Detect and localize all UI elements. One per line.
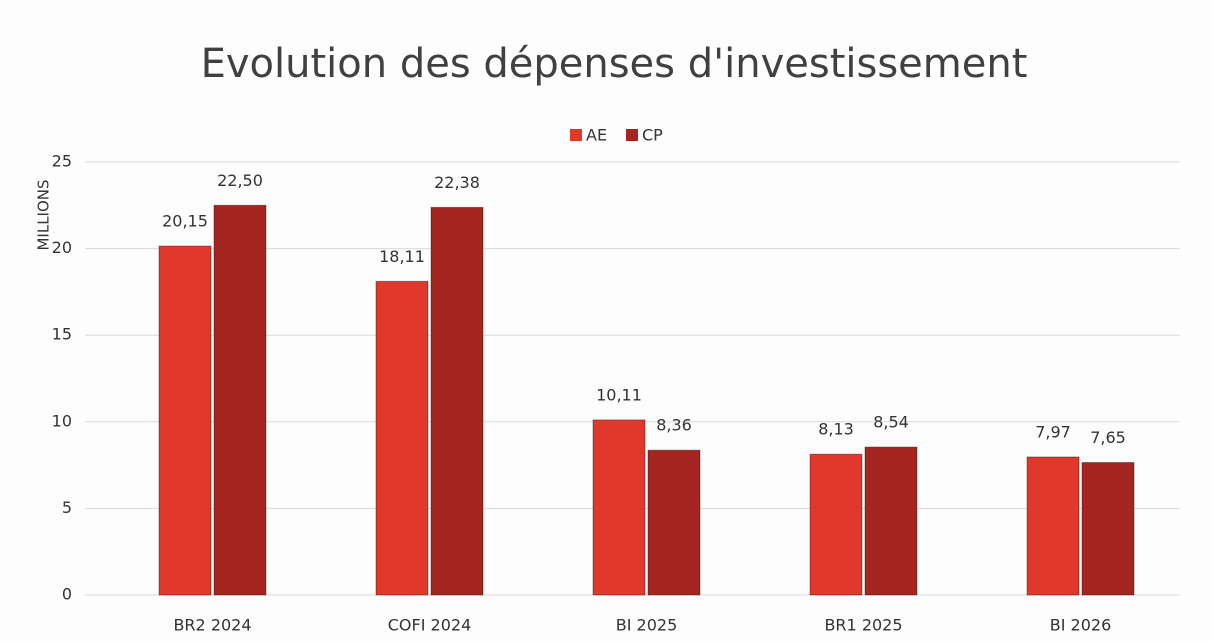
- y-tick-label: 20: [52, 238, 72, 257]
- y-tick-label: 25: [52, 152, 72, 171]
- legend-swatch: [570, 129, 582, 141]
- value-label: 18,11: [379, 247, 425, 266]
- bar: [430, 206, 484, 596]
- x-tick-label: BR2 2024: [173, 616, 251, 635]
- bar: [375, 280, 429, 596]
- x-tick-label: BI 2025: [616, 616, 678, 635]
- y-tick-label: 15: [52, 325, 72, 344]
- bar: [1081, 462, 1135, 596]
- bar: [213, 204, 267, 596]
- chart-title: Evolution des dépenses d'investissement: [201, 41, 1028, 87]
- value-label: 22,38: [434, 173, 480, 192]
- y-tick-label: 0: [62, 585, 72, 604]
- y-tick-label: 5: [62, 498, 72, 517]
- value-label: 22,50: [217, 171, 263, 190]
- x-tick-label: BR1 2025: [824, 616, 902, 635]
- bar: [592, 419, 646, 596]
- legend-swatch: [626, 129, 638, 141]
- value-label: 7,97: [1035, 422, 1071, 441]
- y-tick-label: 10: [52, 411, 72, 430]
- bar: [158, 245, 212, 596]
- x-tick-label: BI 2026: [1050, 616, 1112, 635]
- value-label: 8,36: [656, 416, 692, 435]
- value-label: 7,65: [1090, 428, 1126, 447]
- bar: [647, 449, 701, 596]
- value-label: 8,54: [873, 413, 909, 432]
- x-tick-label: COFI 2024: [388, 616, 472, 635]
- legend-label: AE: [586, 126, 607, 145]
- value-label: 20,15: [162, 212, 208, 231]
- y-axis-label: MILLIONS: [35, 179, 53, 250]
- value-label: 8,13: [818, 420, 854, 439]
- legend-label: CP: [642, 126, 663, 145]
- bar: [809, 453, 863, 596]
- bar: [1026, 456, 1080, 596]
- value-label: 10,11: [596, 385, 642, 404]
- bar: [864, 446, 918, 596]
